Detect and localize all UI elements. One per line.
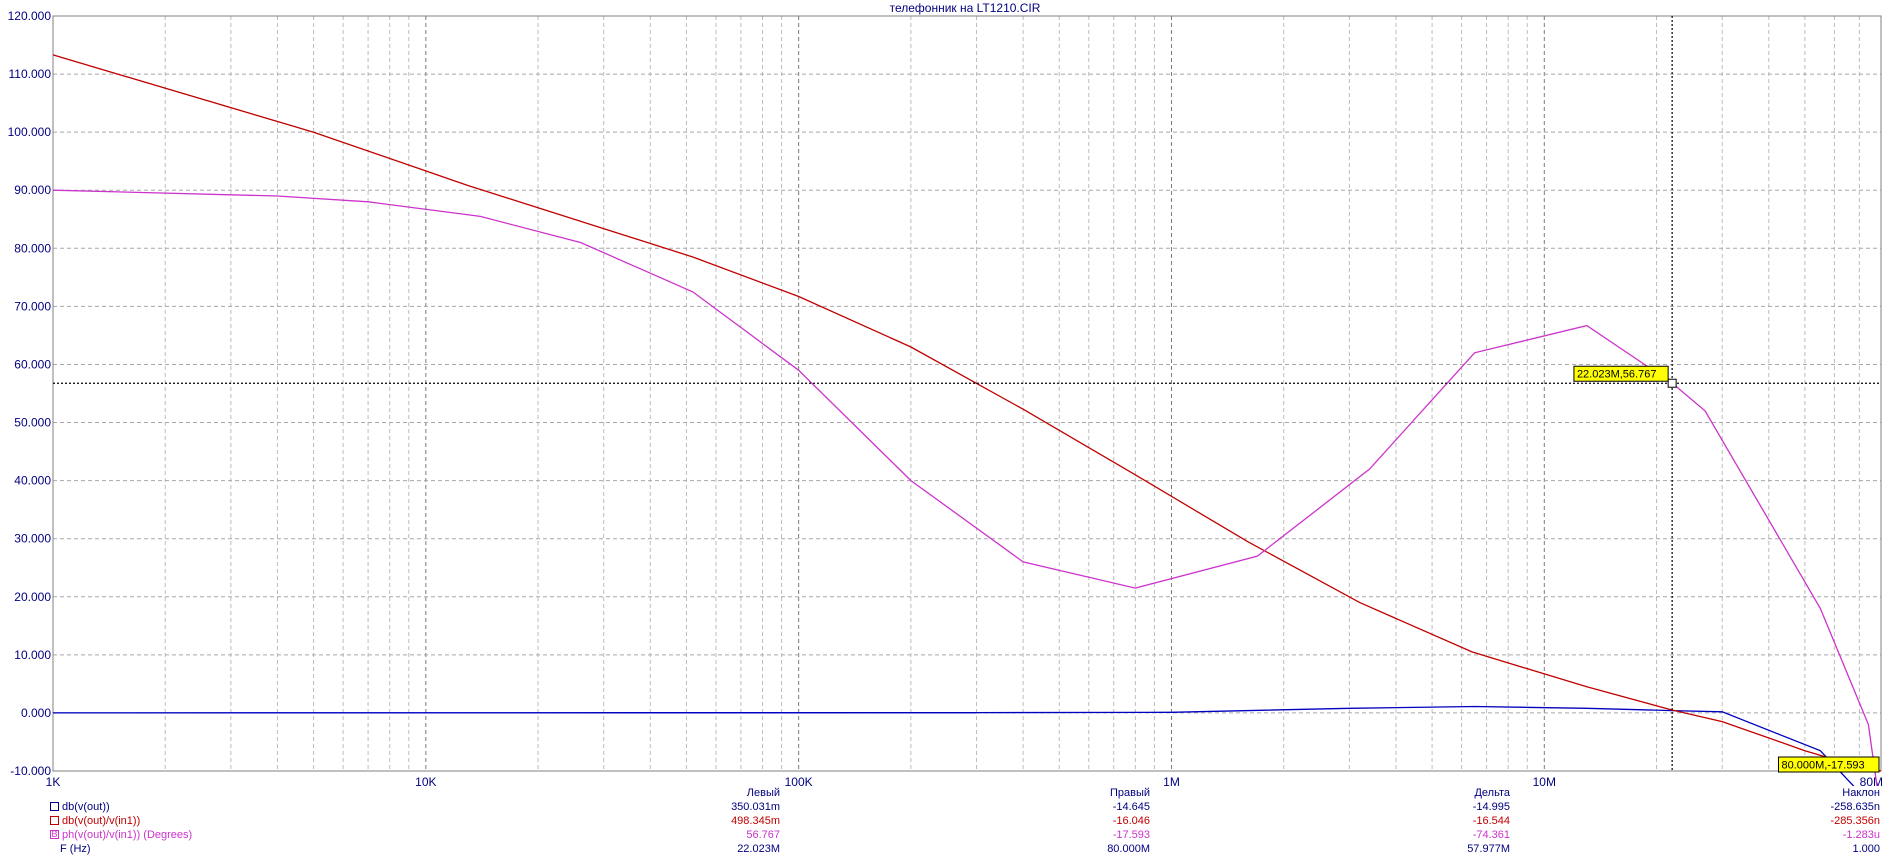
x-tick-label: 1M	[1163, 775, 1180, 786]
y-tick-label: 90.000	[14, 183, 51, 197]
y-tick-label: 0.000	[21, 706, 51, 720]
legend-value: 498.345m	[731, 815, 780, 827]
header-slope: Наклон	[1842, 787, 1880, 799]
legend-value: 1.000	[1852, 843, 1880, 855]
tick-labels: -10.000 0.000 10.000 20.000 30.000 40.000 50.0…	[8, 9, 1883, 786]
plot-area[interactable]: телефонник на LT1210.CIR -10.000 0.000 10.…	[0, 0, 1899, 786]
legend-header-row: Левый Правый Дельта Наклон	[0, 786, 1899, 800]
y-tick-label: 40.000	[14, 474, 51, 488]
x-tick-label: 10M	[1533, 775, 1556, 786]
legend-value: 80.000M	[1107, 843, 1150, 855]
y-tick-label: -10.000	[10, 764, 51, 778]
legend-value: 56.767	[746, 829, 780, 841]
grid	[53, 16, 1881, 771]
legend-row[interactable]: db(v(out)) 350.031m -14.645 -14.995 -258.635…	[0, 800, 1899, 814]
header-right: Правый	[1109, 787, 1150, 799]
legend-value: -285.356n	[1830, 815, 1880, 827]
legend-row[interactable]: F (Hz) 22.023M 80.000M 57.977M 1.000	[0, 842, 1899, 856]
y-tick-label: 120.000	[8, 9, 52, 23]
y-tick-label: 60.000	[14, 357, 51, 371]
legend-value: 57.977M	[1467, 843, 1510, 855]
y-tick-label: 50.000	[14, 416, 51, 430]
cursor-marker	[1667, 378, 1677, 388]
y-tick-label: 30.000	[14, 532, 51, 546]
cursor-label-0[interactable]: 22.023M,56.767	[1573, 365, 1669, 382]
chart-title: телефонник на LT1210.CIR	[890, 1, 1041, 15]
legend-value: -17.593	[1112, 829, 1150, 841]
cursor-label-text: 22.023M,56.767	[1577, 369, 1657, 381]
legend-swatch: B	[50, 829, 59, 839]
legend-value: -14.995	[1472, 801, 1510, 813]
x-tick-label: 1K	[46, 775, 61, 786]
legend-table: Левый Правый Дельта Наклон db(v(out)) 350…	[0, 786, 1899, 856]
legend-value: -16.544	[1472, 815, 1510, 827]
legend-swatch	[50, 802, 59, 811]
header-left: Левый	[746, 787, 780, 799]
y-tick-label: 100.000	[8, 125, 52, 139]
y-tick-label: 80.000	[14, 241, 51, 255]
y-tick-label: 110.000	[9, 67, 52, 81]
y-tick-label: 70.000	[14, 299, 51, 313]
legend-swatch	[50, 816, 59, 825]
series-lines	[52, 54, 1882, 786]
cursor-label-text: 80.000M,-17.593	[1782, 760, 1865, 772]
legend-name: ph(v(out)/v(in1)) (Degrees)	[62, 829, 193, 841]
x-tick-label: 10K	[415, 775, 436, 786]
series-line-0	[52, 705, 1855, 786]
legend-row[interactable]: db(v(out)/v(in1)) 498.345m -16.046 -16.544 -…	[0, 814, 1899, 828]
cursors[interactable]: 22.023M,56.767 80.000M,-17.593	[53, 16, 1881, 773]
series-line-2	[52, 189, 1878, 786]
legend-name: db(v(out))	[62, 801, 110, 813]
y-tick-label: 20.000	[14, 590, 51, 604]
legend-name: db(v(out)/v(in1))	[62, 815, 141, 827]
x-tick-label: 100K	[785, 775, 813, 786]
legend-value: -1.283u	[1842, 829, 1880, 841]
header-delta: Дельта	[1474, 787, 1510, 799]
legend-value: 350.031m	[731, 801, 780, 813]
legend-name: F (Hz)	[60, 843, 91, 855]
legend-value: -16.046	[1112, 815, 1150, 827]
legend-value: 22.023M	[737, 843, 780, 855]
legend-value: -14.645	[1112, 801, 1150, 813]
legend-value: -74.361	[1472, 829, 1510, 841]
y-tick-label: 10.000	[14, 648, 51, 662]
cursor-label-1[interactable]: 80.000M,-17.593	[1778, 756, 1880, 773]
legend-value: -258.635n	[1830, 801, 1880, 813]
plot-frame	[52, 15, 1882, 772]
x-tick-label: 80M	[1860, 775, 1883, 786]
series-line-1	[52, 54, 1882, 772]
